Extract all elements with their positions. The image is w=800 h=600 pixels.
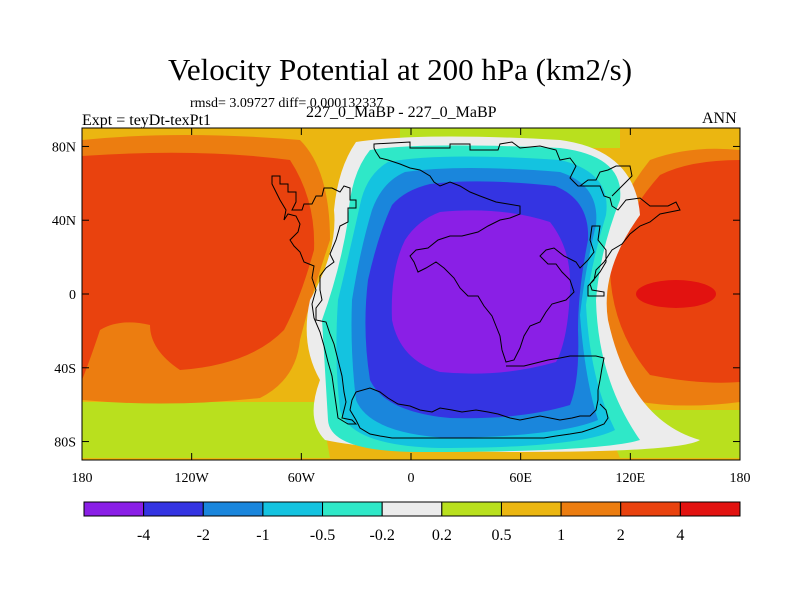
- band-above-4: [636, 280, 716, 308]
- colorbar-label: 1: [557, 527, 565, 544]
- colorbar-swatch: [679, 501, 741, 517]
- colorbar-label: 2: [617, 527, 625, 544]
- colorbar-label: -1: [256, 527, 269, 544]
- colorbar-label: 0.2: [432, 527, 452, 544]
- axis-tick-labels: 180 120W 60W 0 60E 120E 180 80N 40N 0 40S 80S: [52, 140, 751, 486]
- experiment-label: Expt = teyDt-texPt1: [82, 112, 212, 129]
- coastline-antarctica-australia: [349, 355, 609, 439]
- coastline-eurasia-africa: [373, 141, 681, 363]
- colorbar-swatch: [381, 501, 443, 517]
- colorbar-swatch: [560, 501, 622, 517]
- y-tick-label: 40N: [52, 214, 76, 229]
- colorbar-label: -0.5: [310, 527, 335, 544]
- y-tick-label: 80N: [52, 140, 76, 155]
- case-label: 227_0_MaBP - 227_0_MaBP: [306, 104, 497, 121]
- chart-title: Velocity Potential at 200 hPa (km2/s): [167, 52, 633, 87]
- x-tick-label: 120E: [616, 471, 646, 486]
- season-label: ANN: [702, 110, 737, 127]
- y-tick-label: 40S: [54, 362, 76, 377]
- x-tick-label: 120W: [175, 471, 210, 486]
- x-tick-label: 0: [408, 471, 415, 486]
- coastlines: [271, 141, 681, 439]
- y-tick-label: 80S: [54, 436, 76, 451]
- contour-field: [82, 128, 740, 460]
- colorbar-swatch: [500, 501, 562, 517]
- colorbar-label: 4: [676, 527, 684, 544]
- coastline-asia-east: [579, 165, 633, 197]
- colorbar-swatch: [441, 501, 502, 517]
- coastline-americas: [271, 175, 358, 425]
- band-2-4: [82, 152, 740, 383]
- axis-ticks: [81, 128, 741, 460]
- colorbar-label: -4: [137, 527, 150, 544]
- x-tick-label: 180: [72, 471, 93, 486]
- colorbar-label: -0.2: [370, 527, 395, 544]
- colorbar-swatch: [83, 501, 145, 517]
- x-tick-label: 180: [730, 471, 751, 486]
- colorbar-swatch: [262, 501, 324, 517]
- colorbar-label: 0.5: [491, 527, 511, 544]
- y-tick-label: 0: [69, 288, 76, 303]
- colorbar-label: -2: [197, 527, 210, 544]
- colorbar-swatch: [620, 501, 681, 517]
- colorbar-swatch: [322, 501, 383, 517]
- colorbar: -4 -2 -1 -0.5 -0.2 0.2 0.5 1 2 4: [83, 501, 741, 544]
- stats-label: rmsd= 3.09727 diff= 0.000132337: [190, 96, 384, 111]
- band-0.2-0.5: [82, 128, 740, 458]
- x-tick-label: 60W: [288, 471, 316, 486]
- colorbar-swatch: [143, 501, 204, 517]
- band-below-neg4: [391, 210, 571, 374]
- colorbar-swatch: [202, 501, 264, 517]
- x-tick-label: 60E: [509, 471, 532, 486]
